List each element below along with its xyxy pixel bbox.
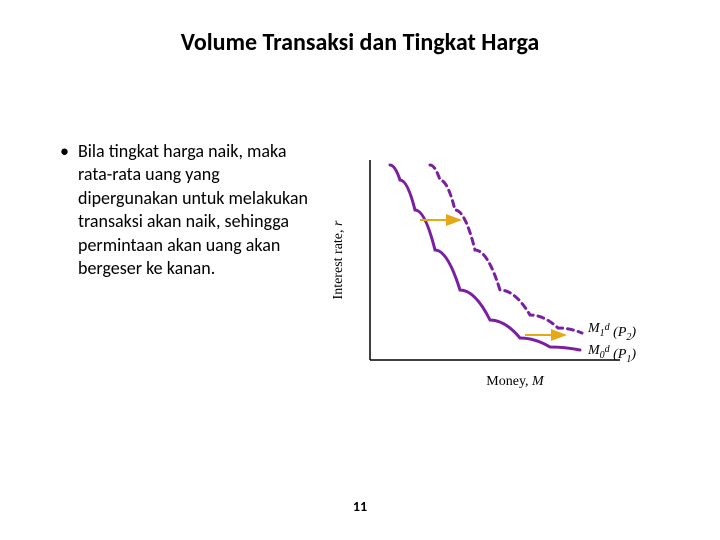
slide-title: Volume Transaksi dan Tingkat Harga <box>0 28 720 57</box>
svg-text:M0d (P1): M0d (P1) <box>587 343 636 365</box>
bullet-list: Bila tingkat harga naik, maka rata-rata … <box>60 140 310 280</box>
text-column: Bila tingkat harga naik, maka rata-rata … <box>0 140 320 400</box>
bullet-item: Bila tingkat harga naik, maka rata-rata … <box>60 140 310 280</box>
money-demand-chart: Interest rate, r Money, M M0d (P1)M1d (P2) <box>320 140 680 400</box>
chart-column: Interest rate, r Money, M M0d (P1)M1d (P2) <box>320 140 700 400</box>
svg-text:Money, M: Money, M <box>486 374 545 389</box>
svg-text:M1d (P2): M1d (P2) <box>587 321 636 343</box>
content-area: Bila tingkat harga naik, maka rata-rata … <box>0 140 720 400</box>
svg-text:Interest rate, r: Interest rate, r <box>331 220 346 299</box>
page-number: 11 <box>0 498 720 515</box>
